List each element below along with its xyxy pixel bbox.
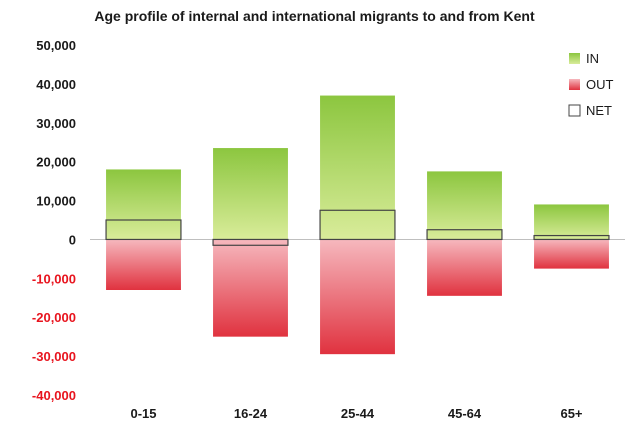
x-axis: 0-15 16-24 25-44 45-64 65+ (130, 406, 582, 421)
bar-net (533, 234, 610, 241)
bar-out (213, 239, 288, 337)
legend-label: OUT (586, 77, 614, 92)
bar-net (426, 229, 503, 241)
bar-in (427, 171, 502, 240)
y-tick-label: 20,000 (36, 155, 76, 170)
bar-out (106, 239, 181, 290)
y-tick-label: -40,000 (32, 388, 76, 403)
bar-out (320, 239, 395, 355)
chart-title: Age profile of internal and internationa… (94, 8, 535, 24)
y-tick-label: -30,000 (32, 349, 76, 364)
bar-net (319, 209, 396, 241)
bar-out (534, 239, 609, 269)
y-tick-label: 40,000 (36, 77, 76, 92)
y-tick-label: 50,000 (36, 38, 76, 53)
legend-swatch (569, 53, 580, 64)
bar-net (105, 219, 182, 241)
x-tick-label: 65+ (560, 406, 582, 421)
series-out (106, 239, 609, 355)
x-tick-label: 25-44 (341, 406, 375, 421)
legend-swatch (569, 79, 580, 90)
legend-swatch (568, 104, 581, 117)
bar-net (212, 238, 289, 246)
bar-in (534, 204, 609, 240)
x-tick-label: 16-24 (234, 406, 268, 421)
series-in (106, 95, 609, 240)
y-tick-label: -20,000 (32, 310, 76, 325)
bar-out (427, 239, 502, 296)
bar-in (106, 169, 181, 240)
series-net (105, 209, 610, 246)
bar-in (213, 148, 288, 240)
legend: IN OUT NET (568, 51, 614, 118)
y-tick-label: 30,000 (36, 116, 76, 131)
legend-label: NET (586, 103, 612, 118)
legend-label: IN (586, 51, 599, 66)
y-tick-label: 10,000 (36, 194, 76, 209)
bar-in (320, 95, 395, 240)
y-tick-label: -10,000 (32, 271, 76, 286)
x-tick-label: 45-64 (448, 406, 482, 421)
y-tick-label: 0 (69, 232, 76, 247)
x-tick-label: 0-15 (130, 406, 156, 421)
